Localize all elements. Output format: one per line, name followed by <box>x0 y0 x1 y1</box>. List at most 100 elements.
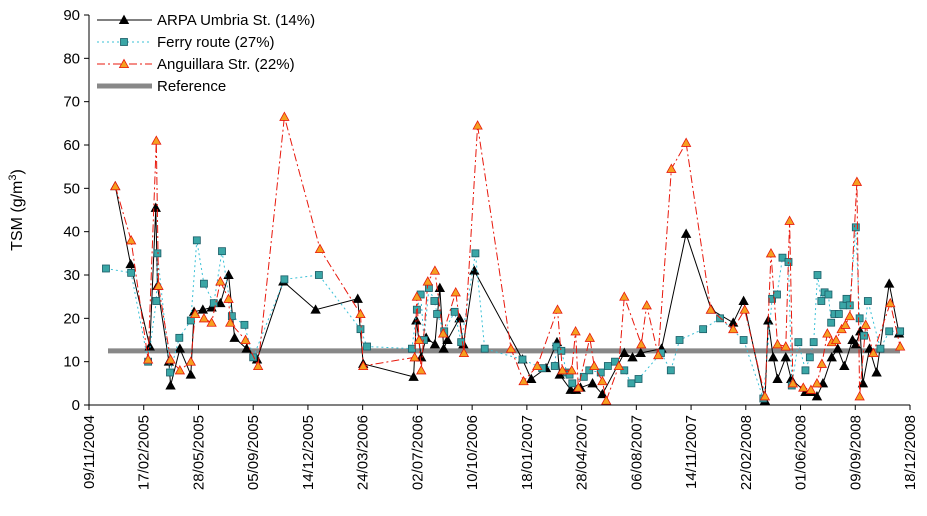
legend-item: Ferry route (27%) <box>97 34 275 51</box>
data-point <box>408 371 419 381</box>
data-point <box>125 235 137 245</box>
data-point <box>759 391 771 401</box>
data-point <box>190 308 201 319</box>
data-point <box>816 358 828 368</box>
data-point <box>471 249 480 258</box>
x-tick-label: 02/07/2006 <box>409 415 426 490</box>
data-point <box>150 202 161 212</box>
data-point <box>450 287 461 297</box>
data-point <box>429 339 441 349</box>
data-point <box>822 328 833 338</box>
data-point <box>863 297 872 305</box>
y-axis-title: TSM (g/m3) <box>7 169 26 251</box>
series-3 <box>110 111 906 405</box>
data-point <box>738 295 749 306</box>
data-point <box>705 304 716 314</box>
y-tick-label: 0 <box>72 397 80 414</box>
data-point <box>850 339 861 349</box>
data-point <box>851 223 860 232</box>
legend-item: Anguillara Str. (22%) <box>97 56 295 73</box>
y-tick-label: 20 <box>63 310 80 327</box>
data-point <box>840 319 851 329</box>
legend-label: Ferry route (27%) <box>157 34 275 51</box>
y-tick-label: 80 <box>63 50 80 67</box>
data-point <box>641 300 652 310</box>
data-point <box>411 315 422 325</box>
data-point <box>209 299 218 308</box>
data-point <box>834 310 843 318</box>
data-point <box>728 323 739 334</box>
data-point <box>885 327 894 336</box>
data-point <box>223 293 234 303</box>
data-point <box>280 275 289 284</box>
data-point <box>813 271 822 279</box>
data-point <box>839 360 850 371</box>
data-point <box>824 290 833 299</box>
series-2 <box>102 223 905 403</box>
x-tick-label: 28/04/2007 <box>574 415 591 490</box>
data-point <box>240 320 249 329</box>
data-point <box>805 353 814 362</box>
data-point <box>579 372 588 381</box>
data-point <box>125 258 136 269</box>
data-point <box>166 368 174 377</box>
data-point <box>518 355 527 364</box>
x-tick-label: 09/11/2004 <box>81 415 98 489</box>
x-tick-label: 24/03/2006 <box>355 415 372 490</box>
data-point <box>809 338 818 347</box>
data-point <box>784 215 795 225</box>
data-point <box>680 228 692 238</box>
data-point <box>518 375 529 386</box>
data-point <box>227 312 236 321</box>
legend-marker <box>118 58 130 68</box>
data-point <box>310 304 321 314</box>
data-point <box>424 284 433 292</box>
data-point <box>627 379 636 388</box>
x-tick-label: 22/02/2008 <box>738 415 755 490</box>
data-point <box>152 297 161 305</box>
data-point <box>860 319 871 329</box>
data-point <box>839 301 848 310</box>
data-point <box>532 360 543 371</box>
data-point <box>442 334 453 345</box>
y-tick-label: 10 <box>63 354 80 371</box>
data-point <box>619 347 630 358</box>
data-point <box>218 247 226 256</box>
data-point <box>653 349 664 360</box>
data-point <box>102 264 110 273</box>
data-point <box>603 362 612 370</box>
y-tick-label: 70 <box>63 94 80 111</box>
data-point <box>314 271 323 279</box>
data-point <box>151 135 162 145</box>
data-point <box>197 304 209 314</box>
y-tick-label: 50 <box>63 180 80 197</box>
data-point <box>110 180 121 191</box>
x-tick-label: 09/09/2008 <box>847 415 864 490</box>
data-point <box>584 332 595 342</box>
data-point <box>430 297 439 305</box>
data-point <box>570 326 581 336</box>
data-point <box>472 120 483 130</box>
x-tick-label: 18/12/2008 <box>902 415 919 490</box>
data-point <box>864 343 875 353</box>
x-tick-label: 06/08/2007 <box>628 415 645 490</box>
x-tick-label: 14/12/2005 <box>300 415 317 490</box>
data-point <box>675 336 684 344</box>
data-point <box>186 316 195 325</box>
data-point <box>805 384 817 394</box>
data-point <box>185 369 196 379</box>
legend-marker <box>120 38 128 46</box>
series-1 <box>110 180 905 405</box>
data-point <box>768 294 776 303</box>
data-point <box>416 352 427 362</box>
data-point <box>192 236 201 245</box>
data-point <box>409 352 420 362</box>
data-point <box>358 360 369 371</box>
data-point <box>557 365 568 375</box>
data-point <box>198 313 210 323</box>
series-1-line <box>114 186 900 401</box>
data-point <box>666 366 675 375</box>
data-point <box>526 373 537 384</box>
y-tick-label: 60 <box>63 137 80 154</box>
legend-item: Reference <box>97 78 226 95</box>
